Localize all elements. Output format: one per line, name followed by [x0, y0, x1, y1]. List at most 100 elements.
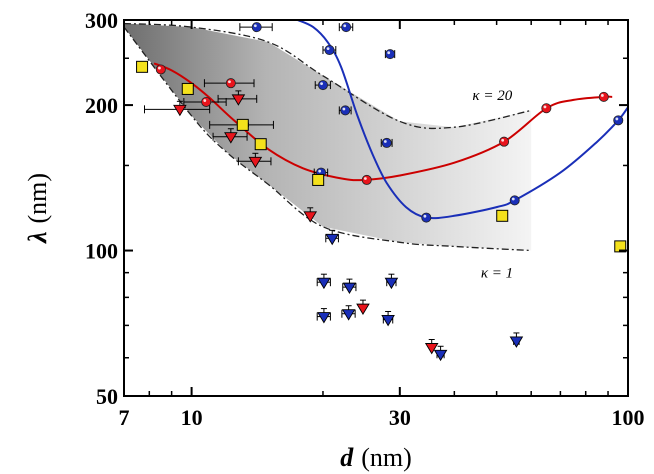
triangle-marker [325, 233, 340, 246]
data-point-triangle-down-3-1 [217, 90, 258, 106]
circle-highlight [157, 66, 161, 70]
band-annotation-1: κ = 1 [481, 265, 513, 281]
circle-marker [381, 137, 392, 148]
axis-ticks [123, 19, 629, 397]
fit-curves [153, 20, 628, 220]
band-annotations: κ = 20 κ = 1 [472, 88, 513, 281]
fit-curve-0 [153, 62, 613, 182]
plot-frame [123, 19, 629, 397]
data-point-triangle-down-4-2 [342, 278, 357, 295]
data-point-triangle-down-4-4 [316, 308, 331, 324]
circle-highlight [383, 140, 387, 143]
triangle-marker [303, 211, 318, 223]
x-tick-label-10: 10 [181, 405, 203, 430]
circle-marker [598, 91, 609, 102]
circle-marker [509, 195, 520, 206]
square-marker [136, 60, 149, 73]
triangle-marker [173, 104, 187, 117]
x-tick-label-30: 30 [389, 405, 411, 430]
data-point-triangle-down-3-4 [303, 207, 318, 223]
x-axis-label: d (nm) [340, 443, 412, 472]
data-point-circle-1-10 [613, 115, 624, 126]
circle-marker [225, 78, 236, 89]
x-tick-label-7: 7 [119, 405, 130, 430]
circle-marker [385, 49, 396, 60]
circle-highlight [363, 177, 367, 180]
circle-marker [155, 64, 166, 75]
data-point-square-2-0 [136, 60, 149, 73]
square-marker [254, 138, 267, 151]
circle-highlight [511, 197, 515, 201]
triangle-marker [342, 282, 357, 295]
data-point-triangle-down-4-7 [433, 345, 448, 362]
fit-curve-1 [297, 20, 628, 220]
circle-highlight [387, 51, 391, 55]
y-tick-label-50: 50 [96, 384, 118, 409]
data-point-circle-0-4 [361, 174, 372, 185]
data-point-triangle-down-3-5 [356, 299, 370, 316]
data-point-circle-1-0 [239, 22, 273, 33]
data-point-triangle-down-4-6 [381, 310, 395, 327]
triangle-marker [509, 336, 524, 348]
circle-highlight [253, 24, 257, 28]
data-point-circle-1-6 [380, 137, 393, 148]
data-point-triangle-down-4-1 [316, 273, 331, 290]
circle-highlight [501, 138, 505, 142]
square-marker [181, 82, 194, 95]
circle-marker [324, 45, 335, 56]
circle-marker [541, 103, 552, 114]
kappa-1-boundary [124, 26, 532, 252]
data-point-triangle-down-3-2 [212, 128, 248, 144]
data-point-circle-0-0 [155, 64, 166, 75]
square-marker [236, 118, 249, 131]
circle-highlight [318, 169, 322, 173]
triangle-marker [248, 156, 263, 169]
data-point-circle-1-4 [314, 80, 331, 91]
triangle-marker [381, 315, 395, 327]
circle-marker [361, 174, 372, 185]
circle-marker [201, 96, 212, 107]
square-marker [496, 209, 509, 222]
y-axis-label: λ (nm) [23, 173, 52, 244]
circle-marker [341, 22, 352, 33]
data-point-circle-1-3 [384, 49, 396, 60]
x-axis-unit: (nm) [361, 443, 412, 472]
data-point-square-2-6 [614, 240, 627, 253]
circle-highlight [228, 80, 231, 84]
x-axis-symbol: d [340, 443, 354, 472]
triangle-marker [317, 312, 331, 324]
data-point-circle-0-5 [499, 136, 510, 147]
circle-highlight [615, 117, 619, 121]
data-point-circle-0-2 [203, 78, 255, 89]
data-point-circle-0-7 [598, 91, 609, 102]
data-point-circle-0-6 [541, 103, 552, 114]
data-point-circle-1-9 [509, 195, 520, 206]
data-point-triangle-down-4-8 [509, 332, 524, 348]
circle-marker [340, 105, 351, 116]
tick-labels: 7 10 30 100 50 100 200 300 [85, 8, 645, 430]
data-point-triangle-down-4-3 [384, 273, 399, 290]
triangle-marker [341, 309, 356, 321]
circle-marker [317, 80, 328, 91]
triangle-marker [231, 94, 246, 106]
triangle-marker [317, 277, 331, 290]
triangle-marker [384, 277, 399, 290]
circle-highlight [203, 99, 207, 102]
confidence-band-group [124, 22, 532, 252]
x-tick-label-100: 100 [612, 405, 645, 430]
data-point-triangle-down-3-0 [144, 100, 211, 117]
data-point-square-2-2 [236, 118, 249, 131]
data-point-circle-1-5 [338, 105, 352, 116]
data-point-circle-1-2 [322, 45, 337, 56]
triangle-marker [356, 303, 370, 316]
circle-marker [499, 136, 510, 147]
circle-highlight [343, 24, 347, 28]
y-tick-label-300: 300 [85, 8, 118, 33]
circle-highlight [326, 47, 330, 51]
data-point-square-2-4 [312, 173, 325, 186]
data-point-triangle-down-3-6 [424, 339, 439, 355]
band-annotation-0: κ = 20 [472, 88, 512, 104]
triangle-marker [424, 343, 439, 355]
data-point-square-2-1 [181, 82, 194, 95]
